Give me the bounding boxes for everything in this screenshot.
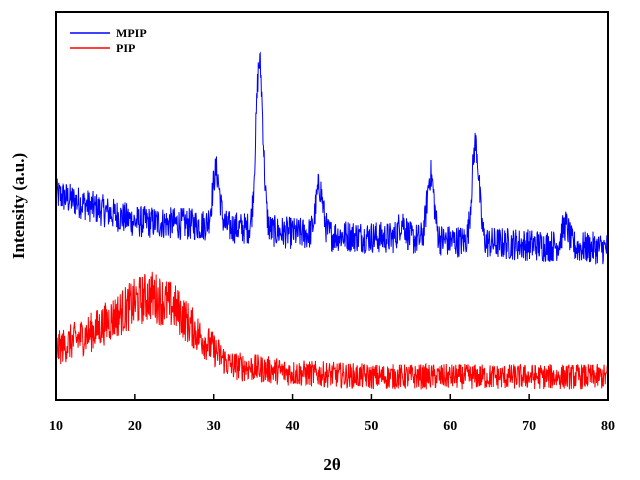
x-tick-label: 80	[601, 419, 615, 434]
x-tick-label: 40	[286, 419, 300, 434]
legend-label-mpip: MPIP	[116, 26, 147, 40]
y-axis-title: Intensity (a.u.)	[9, 153, 28, 259]
plot-frame	[55, 11, 609, 401]
x-tick-label: 60	[443, 419, 457, 434]
x-tick-labels: 10 20 30 40 50 60 70 80	[49, 419, 615, 434]
x-tick-label: 20	[128, 419, 142, 434]
x-tick-label: 10	[49, 419, 63, 434]
x-tick-label: 30	[207, 419, 221, 434]
series-line-pip	[55, 271, 609, 390]
x-axis-title: 2θ	[323, 455, 341, 474]
series-line-mpip	[55, 51, 609, 265]
legend-label-pip: PIP	[116, 41, 135, 55]
series-layer	[55, 51, 609, 390]
x-tick-label: 50	[364, 419, 378, 434]
x-tick-label: 70	[522, 419, 536, 434]
legend: MPIP PIP	[70, 26, 147, 55]
